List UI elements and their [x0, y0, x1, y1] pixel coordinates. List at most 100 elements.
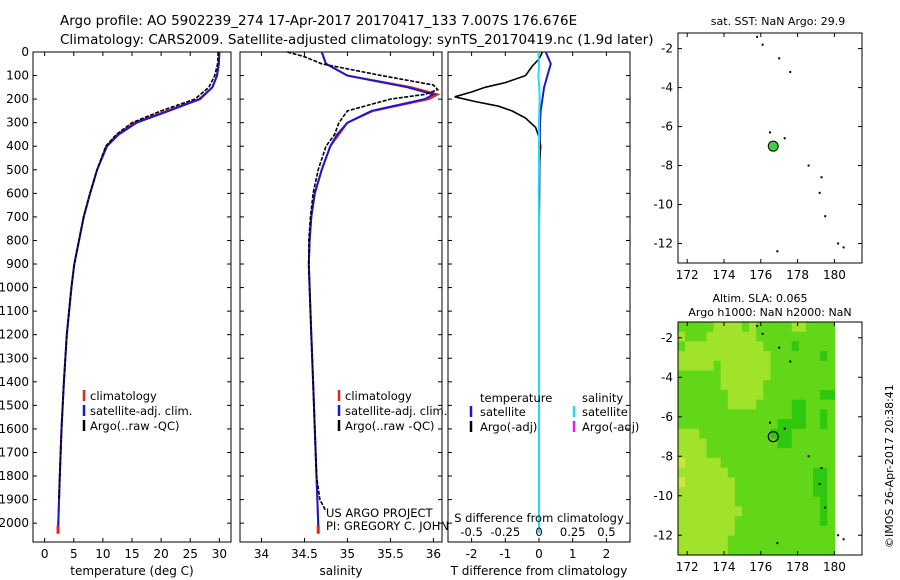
- sla-map-cell: [827, 428, 835, 440]
- sla-map-cell: [713, 360, 722, 372]
- sla-map-cell: [791, 535, 800, 546]
- sla-map-cell: [692, 399, 700, 410]
- difference-legend-label: satellite: [480, 405, 526, 419]
- sla-map-cell: [813, 341, 821, 352]
- sla-map-cell: [741, 477, 750, 488]
- difference-xtick-label: 0: [535, 547, 543, 561]
- sla-map-cell: [685, 331, 693, 343]
- sla-map-cell: [749, 370, 757, 381]
- sla-map-cell: [798, 467, 807, 478]
- temperature-ytick-label: 1100: [0, 304, 29, 318]
- sla-map-cell: [798, 448, 807, 459]
- sla-map-cell: [805, 322, 814, 333]
- sla-map-cell: [770, 535, 779, 546]
- sla-map-cell: [798, 360, 807, 372]
- sla-map-cell: [727, 525, 736, 537]
- sla-map-cell: [777, 467, 786, 478]
- sla-map-cell: [685, 380, 693, 391]
- difference-top-tick-label: 0.25: [560, 525, 586, 539]
- temperature-ytick-label: 900: [6, 257, 29, 271]
- sla-map-cell: [827, 457, 835, 469]
- sla-map-cell: [763, 467, 772, 478]
- sla-map-cell: [791, 341, 800, 352]
- sla-map-cell: [706, 448, 715, 459]
- sla-map-cell: [777, 341, 786, 352]
- sla-map-cell: [784, 428, 793, 440]
- sla-map-cell: [727, 535, 736, 546]
- sla-map-cell: [805, 487, 814, 498]
- sla-map-cell: [791, 516, 800, 527]
- temperature-legend-label: Argo(..raw -QC): [90, 419, 180, 433]
- sla-map-cell: [763, 409, 772, 420]
- sla-map-cell: [827, 496, 835, 508]
- sla-map-cell: [720, 496, 729, 508]
- sla-map-cell: [777, 477, 786, 488]
- sla-map-cell: [763, 477, 772, 488]
- sla-map-cell: [763, 370, 772, 381]
- sla-map-cell: [820, 399, 828, 410]
- temperature-ytick-label: 800: [6, 233, 29, 247]
- sla-map-cell: [727, 389, 736, 401]
- sla-map-cell: [692, 487, 700, 498]
- sla-map-cell: [727, 409, 736, 420]
- sla-map-cell: [813, 448, 821, 459]
- difference-legend-heading: salinity: [582, 391, 623, 405]
- sla-map-cell: [798, 438, 807, 449]
- sla-map-cell: [777, 399, 786, 410]
- sla-map-cell: [692, 331, 700, 343]
- temperature-ytick-label: 1400: [0, 375, 29, 389]
- sla-map-cell: [770, 419, 779, 430]
- sla-map-cell: [756, 516, 764, 527]
- sla-map-island: [807, 455, 810, 458]
- difference-top-tick-label: 0: [535, 525, 542, 539]
- annotation-project: US ARGO PROJECT: [326, 506, 434, 520]
- sla-map-cell: [805, 389, 814, 401]
- sla-map-cell: [720, 341, 729, 352]
- sla-map-cell: [784, 380, 793, 391]
- sla-map-cell: [798, 545, 807, 556]
- sla-map-cell: [756, 506, 764, 517]
- sla-map-cell: [827, 322, 835, 333]
- sla-map-cell: [706, 535, 715, 546]
- sla-map-cell: [805, 457, 814, 469]
- sla-map-cell: [685, 370, 693, 381]
- sla-map-island: [778, 346, 781, 349]
- sla-map-cell: [756, 535, 764, 546]
- sla-map-cell: [756, 457, 764, 469]
- sla-map-cell: [699, 477, 708, 488]
- sla-map-cell: [791, 487, 800, 498]
- sla-map-cell: [763, 545, 772, 556]
- sla-map-cell: [798, 409, 807, 420]
- sla-map-cell: [784, 477, 793, 488]
- difference-xtick-label: -2: [466, 547, 478, 561]
- sla-map-cell: [706, 389, 715, 401]
- salinity-xtick-label: 35: [340, 547, 355, 561]
- sla-map-cell: [784, 399, 793, 410]
- sla-map-cell: [734, 535, 743, 546]
- side-stamp: ©IMOS 26-Apr-2017 20:38:41: [883, 384, 896, 548]
- sla-map-cell: [777, 380, 786, 391]
- sla-map-cell: [749, 419, 757, 430]
- sla-map-title: Altim. SLA: 0.065: [712, 292, 807, 305]
- sla-map-cell: [713, 535, 722, 546]
- sla-map-cell: [699, 448, 708, 459]
- sla-map-cell: [727, 477, 736, 488]
- sla-map-cell: [727, 448, 736, 459]
- sla-map-cell: [805, 399, 814, 410]
- sst-map-ytick-label: -4: [661, 81, 673, 95]
- sla-map-cell: [777, 331, 786, 343]
- sla-map-cell: [692, 351, 700, 362]
- sst-map-island: [769, 131, 771, 134]
- sla-map-cell: [734, 322, 743, 333]
- sla-map-cell: [713, 448, 722, 459]
- sla-map-cell: [777, 360, 786, 372]
- sla-map-cell: [727, 360, 736, 372]
- sla-map-cell: [699, 506, 708, 517]
- temperature-ytick-label: 1900: [0, 493, 29, 507]
- sla-map-cell: [813, 409, 821, 420]
- sla-map-island: [776, 542, 779, 545]
- sla-map-cell: [756, 525, 764, 537]
- sla-map-cell: [798, 535, 807, 546]
- sla-map-cell: [763, 506, 772, 517]
